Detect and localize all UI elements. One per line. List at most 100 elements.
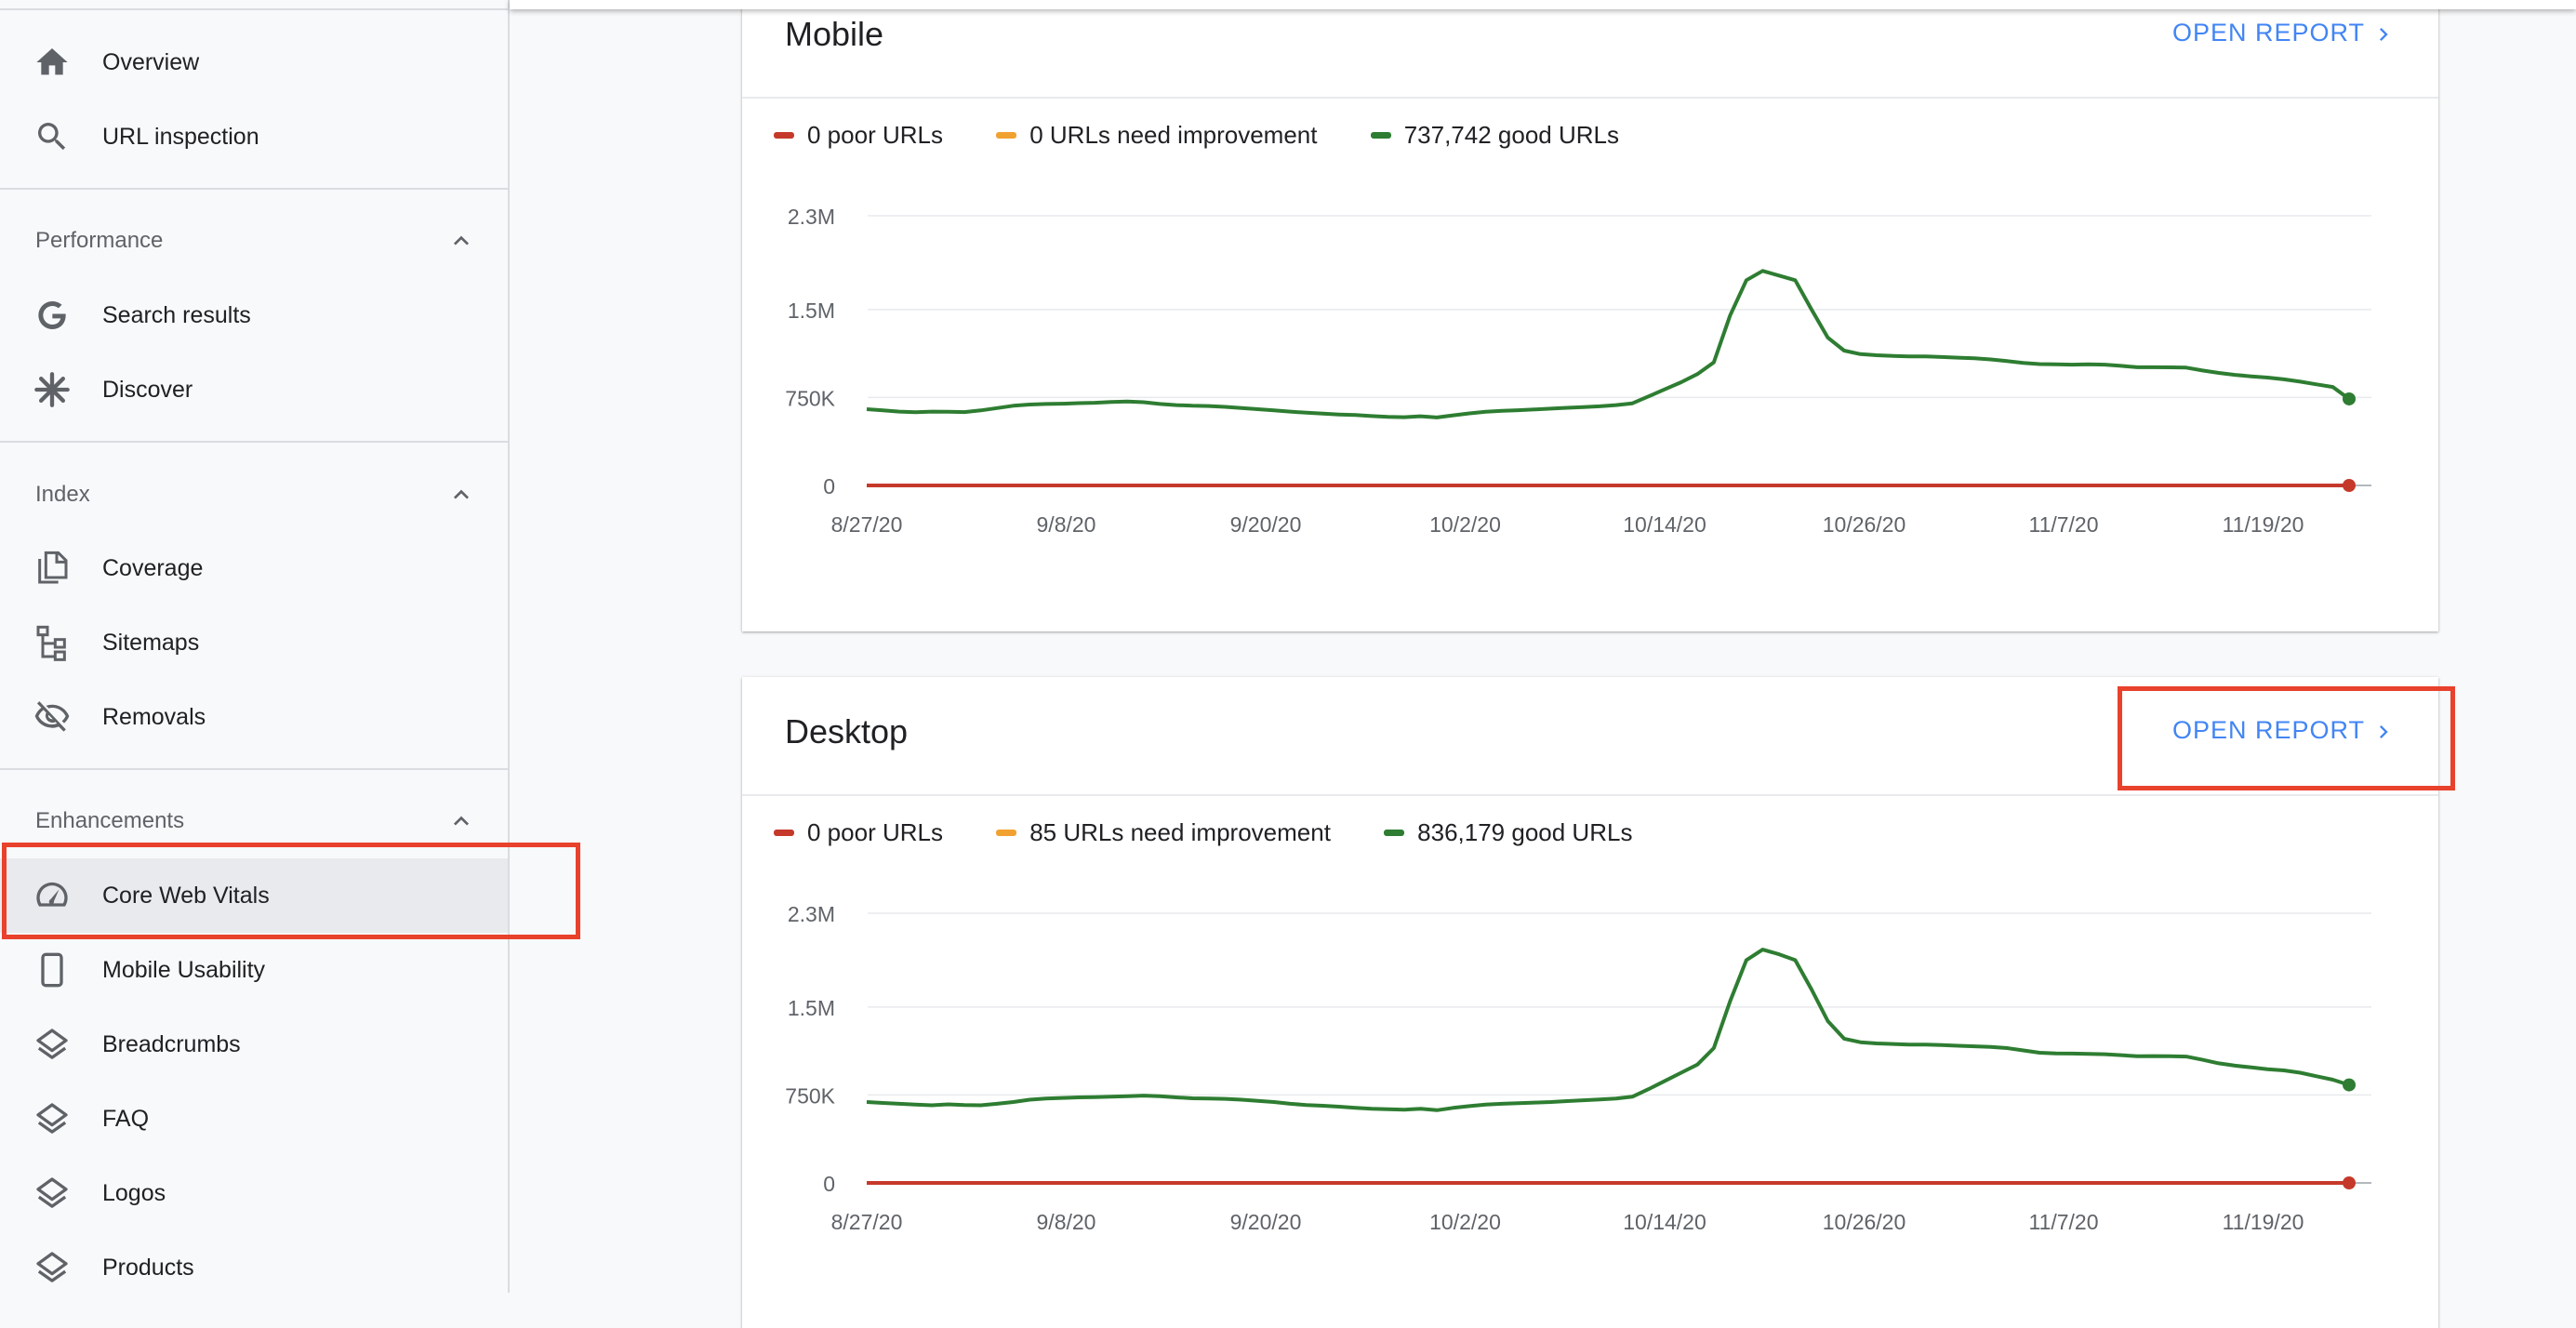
sidebar-item-overview[interactable]: Overview (0, 25, 508, 100)
x-tick-label: 11/19/20 (2223, 512, 2304, 537)
sidebar-item-coverage[interactable]: Coverage (0, 531, 508, 605)
section-title: Index (35, 482, 90, 507)
legend-label: 0 poor URLs (807, 818, 943, 846)
sidebar-section-performance[interactable]: Performance (0, 213, 508, 269)
sidebar-item-mobile-usability[interactable]: Mobile Usability (0, 933, 508, 1007)
sidebar-item-label: Coverage (102, 555, 204, 581)
x-tick-label: 10/2/20 (1429, 512, 1501, 537)
x-tick-label: 10/2/20 (1429, 1210, 1501, 1234)
x-tick-label: 9/8/20 (1037, 512, 1096, 537)
home-icon (33, 44, 71, 81)
y-tick-label: 2.3M (788, 902, 835, 926)
sidebar-item-label: FAQ (102, 1106, 150, 1132)
card-title: Mobile (785, 15, 884, 53)
legend-item-poor[interactable]: 0 poor URLs (774, 121, 943, 150)
series-endpoint-good[interactable] (2343, 1078, 2356, 1092)
chevron-right-icon (2380, 27, 2388, 41)
sidebar-item-label: Discover (102, 377, 193, 403)
chevron-up-icon (446, 480, 476, 510)
x-tick-label: 10/26/20 (1823, 512, 1906, 537)
sidebar-item-label: Removals (102, 704, 206, 730)
sidebar-item-sitemaps[interactable]: Sitemaps (0, 605, 508, 680)
legend-label: 737,742 good URLs (1403, 121, 1619, 149)
sidebar-item-faq[interactable]: FAQ (0, 1082, 508, 1156)
legend-item-good[interactable]: 737,742 good URLs (1370, 121, 1619, 150)
highlight-box-open-report (2118, 686, 2455, 790)
series-line-good (866, 948, 2350, 1112)
x-tick-label: 11/19/20 (2223, 1210, 2304, 1234)
legend-item-poor[interactable]: 0 poor URLs (774, 818, 943, 847)
x-tick-label: 8/27/20 (831, 1210, 903, 1234)
layers-icon (33, 1175, 71, 1212)
y-tick-label: 1.5M (788, 299, 835, 323)
phone-icon (33, 951, 71, 989)
series-endpoint-poor[interactable] (2343, 479, 2356, 492)
sidebar-section-enhancements[interactable]: Enhancements (0, 793, 508, 849)
section-title: Enhancements (35, 808, 185, 833)
series-endpoint-poor[interactable] (2343, 1176, 2356, 1189)
y-tick-label: 1.5M (788, 996, 835, 1020)
legend-swatch (996, 829, 1017, 836)
file-copy-icon (33, 550, 71, 587)
legend-swatch (996, 131, 1017, 139)
chart-legend: 0 poor URLs 85 URLs need improvement 836… (774, 818, 1679, 856)
legend-item-needs-improvement[interactable]: 85 URLs need improvement (996, 818, 1331, 847)
chevron-right-icon (2380, 724, 2388, 738)
mobile-report-card: Mobile OPEN REPORT 0 poor URLs 0 URLs ne… (742, 0, 2438, 631)
legend-swatch (774, 131, 794, 139)
x-tick-label: 11/7/20 (2028, 512, 2098, 537)
legend-item-needs-improvement[interactable]: 0 URLs need improvement (996, 121, 1317, 150)
sidebar-item-label: Sitemaps (102, 630, 200, 656)
legend-swatch (774, 829, 794, 836)
series-line-good (866, 269, 2351, 419)
sidebar-item-url-inspection[interactable]: URL inspection (0, 100, 508, 174)
sidebar-item-label: Core Web Vitals (102, 883, 270, 909)
sidebar-item-discover[interactable]: Discover (0, 352, 508, 427)
y-tick-label: 0 (823, 474, 835, 498)
legend-swatch (1384, 829, 1405, 836)
sidebar-item-search-results[interactable]: Search results (0, 278, 508, 352)
x-tick-label: 11/7/20 (2028, 1210, 2098, 1234)
card-title: Desktop (785, 712, 909, 750)
y-tick-label: 750K (785, 386, 835, 410)
x-tick-label: 10/14/20 (1623, 1210, 1706, 1234)
x-tick-label: 8/27/20 (831, 512, 903, 537)
sidebar-section-index[interactable]: Index (0, 467, 508, 523)
legend-label: 836,179 good URLs (1417, 818, 1633, 846)
open-report-button[interactable]: OPEN REPORT (2172, 716, 2397, 745)
legend-label: 0 poor URLs (807, 121, 943, 149)
sidebar-divider (0, 188, 508, 190)
sidebar-item-label: Products (102, 1255, 194, 1281)
legend-label: 0 URLs need improvement (1029, 121, 1318, 149)
line-chart: 2.3M 1.5M 750K 0 8/27/20 9/8/20 9/20/20 10/2/20… (785, 902, 2371, 1234)
asterisk-icon (33, 371, 71, 408)
sitemap-icon (33, 624, 71, 661)
x-tick-label: 10/14/20 (1623, 512, 1706, 537)
legend-item-good[interactable]: 836,179 good URLs (1384, 818, 1632, 847)
series-endpoint-good[interactable] (2343, 392, 2356, 405)
legend-label: 85 URLs need improvement (1029, 818, 1331, 846)
x-tick-label: 10/26/20 (1823, 1210, 1906, 1234)
open-report-label: OPEN REPORT (2172, 716, 2366, 744)
sidebar-item-label: Overview (102, 49, 200, 75)
y-tick-label: 2.3M (788, 205, 835, 229)
x-tick-label: 9/20/20 (1230, 1210, 1302, 1234)
sidebar-item-removals[interactable]: Removals (0, 680, 508, 754)
sidebar-item-label: Mobile Usability (102, 957, 266, 983)
sidebar-item-breadcrumbs[interactable]: Breadcrumbs (0, 1007, 508, 1082)
sidebar-item-core-web-vitals[interactable]: Core Web Vitals (0, 858, 508, 933)
google-g-icon (33, 297, 71, 334)
sidebar-item-products[interactable]: Products (0, 1230, 508, 1305)
open-report-button[interactable]: OPEN REPORT (2172, 19, 2397, 47)
card-divider (742, 97, 2438, 99)
sidebar-item-logos[interactable]: Logos (0, 1156, 508, 1230)
chart-legend: 0 poor URLs 0 URLs need improvement 737,… (774, 121, 1666, 158)
layers-icon (33, 1249, 71, 1286)
sidebar-item-label: Breadcrumbs (102, 1031, 241, 1057)
search-icon (33, 118, 71, 155)
line-chart: 2.3M 1.5M 750K 0 8/27/20 9/8/20 9/20/20 10/2/20… (785, 205, 2371, 537)
section-title: Performance (35, 228, 164, 253)
sidebar-item-label: URL inspection (102, 124, 259, 150)
layers-icon (33, 1026, 71, 1063)
highlight-box-core-web-vitals (2, 843, 580, 939)
